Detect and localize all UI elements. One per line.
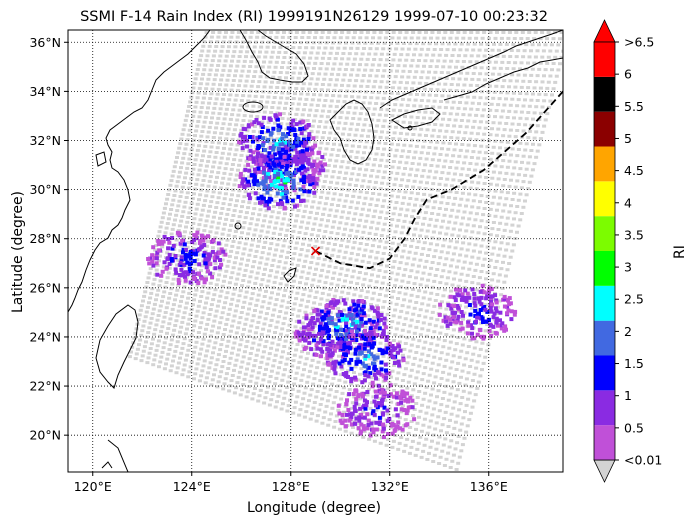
colorbar-tick-label: 5.5 — [624, 99, 644, 114]
y-tick-label: 34°N — [29, 84, 61, 99]
ssmi-swath — [127, 31, 563, 471]
colorbar-segment — [594, 390, 615, 426]
x-tick-label: 132°E — [371, 479, 409, 494]
colorbar-segment — [594, 111, 615, 147]
okinawa-coastline — [283, 267, 297, 283]
jeju-coastline — [242, 101, 264, 113]
colorbar-tick-label: 1.5 — [624, 356, 644, 371]
y-tick-label: 36°N — [29, 35, 61, 50]
colorbar-segment — [594, 320, 615, 356]
storm-center-marker — [310, 246, 321, 256]
island-coastline — [234, 222, 242, 230]
y-tick-label: 24°N — [29, 329, 61, 344]
map-panel — [67, 29, 564, 473]
kyushu-coastline — [329, 99, 375, 165]
rain-pixels — [146, 112, 518, 440]
colorbar-tick-label: 4 — [624, 195, 632, 210]
colorbar-tick-label: 2 — [624, 324, 632, 339]
colorbar-segment — [594, 216, 615, 251]
colorbar-tick-label: 2.5 — [624, 292, 644, 307]
x-axis-label: Longitude (degree) — [247, 500, 381, 516]
korea-coastline — [239, 30, 309, 83]
colorbar-under-extension — [593, 459, 616, 483]
y-tick-label: 22°N — [29, 379, 61, 394]
x-tick-label: 128°E — [272, 479, 310, 494]
y-tick-label: 28°N — [29, 231, 61, 246]
chart-title: SSMI F-14 Rain Index (RI) 1999191N26129 … — [80, 9, 548, 25]
colorbar-segment — [594, 285, 615, 321]
china-coastline — [68, 30, 211, 313]
y-tick-label: 26°N — [29, 280, 61, 295]
shikoku-coastline — [391, 107, 441, 129]
taiwan-coastline — [95, 304, 139, 389]
y-tick-label: 30°N — [29, 182, 61, 197]
island-coastline — [407, 125, 413, 131]
colorbar-segment — [594, 146, 615, 182]
colorbar-segment — [594, 251, 615, 286]
y-tick-label: 32°N — [29, 133, 61, 148]
colorbar-segment — [594, 76, 615, 112]
colorbar-frame — [593, 41, 616, 461]
island-coastline — [95, 151, 107, 167]
y-axis-ticks: 20°N 22°N 24°N 26°N 28°N 30°N 32°N 34°N 36°N — [29, 35, 68, 443]
colorbar-label: RI — [672, 245, 688, 259]
colorbar-tick-label: >6.5 — [624, 35, 654, 50]
colorbar-segment — [594, 355, 615, 391]
colorbar-over-extension — [593, 19, 616, 43]
x-tick-label: 136°E — [470, 479, 508, 494]
x-tick-label: 120°E — [74, 479, 112, 494]
colorbar-tick-label: 6 — [624, 67, 632, 82]
honshu-coastline — [379, 30, 563, 109]
colorbar: <0.01 0.5 1 1.5 2 2.5 3 3.5 4 4.5 5 5.5 6 >6.5 — [593, 19, 662, 483]
honshu-south-coastline — [443, 57, 563, 101]
y-axis-label: Latitude (degree) — [10, 191, 26, 313]
y-tick-label: 20°N — [29, 428, 61, 443]
colorbar-tick-label: <0.01 — [624, 453, 662, 468]
colorbar-tick-label: 0.5 — [624, 420, 644, 435]
colorbar-segment — [594, 181, 615, 217]
x-axis-ticks: 120°E 124°E 128°E 132°E 136°E — [74, 472, 508, 494]
colorbar-segment — [594, 425, 615, 460]
map-frame — [67, 29, 564, 473]
coastline-south — [107, 439, 129, 472]
storm-center-x — [310, 246, 321, 256]
storm-track-dashed — [315, 90, 563, 270]
colorbar-tick-label: 3.5 — [624, 227, 644, 242]
coastlines — [68, 30, 563, 472]
colorbar-tick-label: 5 — [624, 131, 632, 146]
colorbar-tick-label: 1 — [624, 388, 632, 403]
coastline-south — [101, 461, 113, 469]
colorbar-tick-label: 3 — [624, 260, 632, 275]
colorbar-tick-label: 4.5 — [624, 163, 644, 178]
x-tick-label: 124°E — [173, 479, 211, 494]
colorbar-segment — [594, 42, 615, 77]
